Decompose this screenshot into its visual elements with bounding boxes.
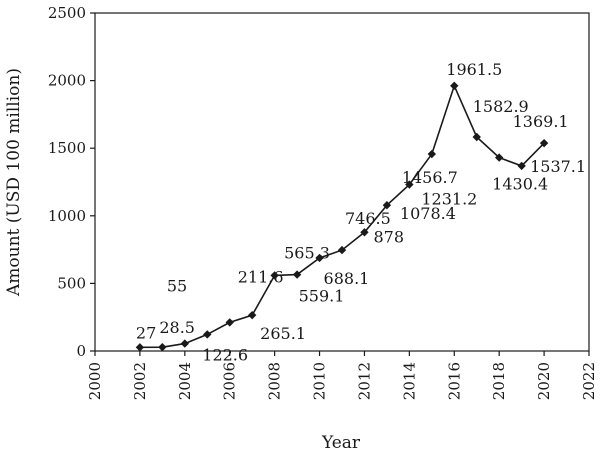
y-tick-label: 2000 — [48, 72, 86, 90]
data-label: 265.1 — [260, 324, 306, 343]
data-point-marker — [135, 343, 145, 352]
data-label: 28.5 — [159, 318, 195, 337]
x-tick-label: 2014 — [400, 362, 418, 400]
x-tick-label: 2000 — [86, 362, 104, 400]
x-tick-label: 2020 — [535, 362, 553, 400]
y-tick-label: 2500 — [48, 4, 86, 22]
x-tick-label: 2010 — [311, 362, 329, 400]
data-point-marker — [247, 310, 257, 320]
series — [135, 81, 549, 352]
x-tick-label: 2004 — [176, 362, 194, 400]
x-tick-label: 2018 — [490, 362, 508, 400]
data-point-marker — [517, 161, 526, 171]
data-label: 746.5 — [345, 209, 391, 228]
data-point-marker — [450, 81, 459, 91]
data-label: 565.3 — [284, 244, 330, 263]
x-axis-title: Year — [321, 433, 361, 453]
data-label: 1961.5 — [446, 60, 502, 79]
data-point-marker — [225, 318, 234, 327]
data-label: 211.6 — [238, 267, 284, 286]
data-point-marker — [203, 330, 212, 339]
data-point-marker — [427, 149, 437, 159]
data-point-marker — [472, 132, 481, 142]
data-point-marker — [494, 153, 504, 162]
data-label: 27 — [136, 323, 156, 342]
x-tick-label: 2002 — [131, 362, 149, 400]
data-label: 1537.1 — [530, 157, 586, 176]
data-label: 559.1 — [299, 286, 345, 305]
x-tick-label: 2006 — [221, 362, 239, 400]
data-label: 878 — [373, 227, 404, 246]
x-tick-label: 2016 — [445, 362, 463, 400]
data-labels: 27 28.5 55 122.6 211.6 265.1 559.1 565.3 688.1 74… — [136, 60, 586, 365]
x-tick-label: 2008 — [266, 362, 284, 400]
data-label: 122.6 — [202, 345, 248, 364]
data-label: 1231.2 — [421, 190, 477, 209]
axes: 2000 2002 2004 2006 2008 2010 2012 2014 2016 2018… — [48, 4, 598, 400]
plot-frame — [94, 12, 590, 352]
y-tick-label: 500 — [57, 274, 86, 292]
data-label: 55 — [167, 277, 187, 296]
data-point-marker — [337, 245, 347, 255]
x-tick-label: 2012 — [355, 362, 373, 400]
x-tick-label: 2022 — [580, 362, 598, 400]
data-point-marker — [382, 201, 392, 210]
data-label: 1369.1 — [513, 112, 569, 131]
data-point-marker — [158, 342, 167, 352]
data-point-marker — [539, 138, 549, 148]
y-tick-label: 1000 — [48, 207, 86, 225]
data-label: 688.1 — [324, 269, 370, 288]
data-point-marker — [292, 270, 302, 279]
data-point-marker — [360, 228, 369, 237]
y-tick-label: 0 — [76, 342, 86, 360]
data-point-marker — [270, 271, 279, 280]
series-line — [139, 83, 545, 349]
data-label: 1430.4 — [492, 175, 548, 194]
data-label: 1456.7 — [402, 168, 458, 187]
data-point-marker — [315, 253, 324, 263]
data-point-marker — [180, 339, 190, 348]
y-axis-title: Amount (USD 100 million) — [4, 68, 24, 297]
data-point-marker — [405, 180, 414, 189]
data-label: 1582.9 — [473, 97, 529, 116]
data-label: 1078.4 — [400, 204, 456, 223]
y-tick-label: 1500 — [48, 139, 86, 157]
